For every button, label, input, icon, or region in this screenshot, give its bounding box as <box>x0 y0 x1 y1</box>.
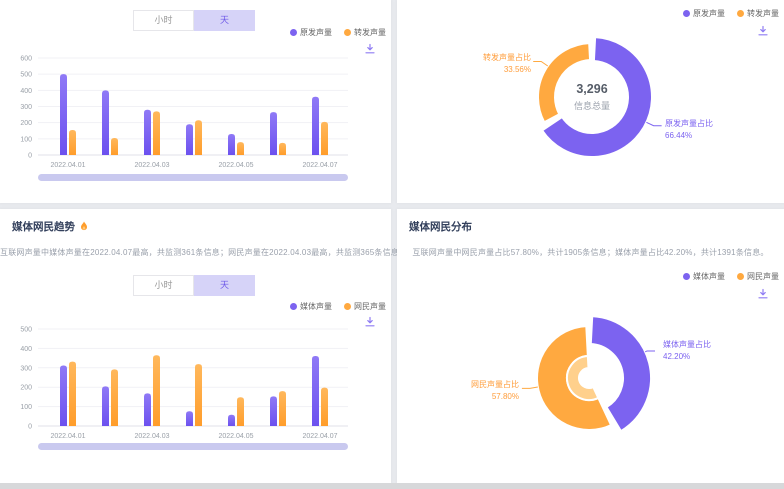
svg-text:400: 400 <box>20 346 32 353</box>
svg-text:2022.04.01: 2022.04.01 <box>50 162 85 169</box>
legend-marker-purple <box>290 29 297 36</box>
svg-text:400: 400 <box>20 88 32 95</box>
svg-text:2022.04.03: 2022.04.03 <box>134 433 169 440</box>
legend-marker-purple <box>683 273 690 280</box>
svg-text:2022.04.03: 2022.04.03 <box>134 162 169 169</box>
legend-bottom-right: 媒体声量 网民声量 <box>683 271 779 282</box>
svg-text:100: 100 <box>20 404 32 411</box>
legend-label: 转发声量 <box>747 9 779 18</box>
toggle-hour-button[interactable]: 小时 <box>133 10 194 31</box>
pie-label-value: 57.80% <box>491 392 519 401</box>
legend-label: 媒体声量 <box>300 302 332 311</box>
pie-label-repost-share: 转发声量占比 33.56% <box>437 52 531 75</box>
svg-text:300: 300 <box>20 104 32 111</box>
time-granularity-toggle: 小时 天 <box>133 10 255 31</box>
legend-item-repost-volume[interactable]: 转发声量 <box>737 8 779 19</box>
download-icon[interactable] <box>364 42 376 54</box>
bar-chart-trend-bottom[interactable]: 0 100 200 300 400 500 2022.04.01 2022.04.03 2022… <box>0 321 391 446</box>
svg-text:200: 200 <box>20 385 32 392</box>
panel-description: 互联网声量中网民声量占比57.80%，共计1905条信息；媒体声量占比42.20… <box>412 248 769 257</box>
legend-marker-orange <box>737 273 744 280</box>
svg-text:200: 200 <box>20 120 32 127</box>
legend-marker-orange <box>344 29 351 36</box>
panel-title: 媒体网民趋势 <box>12 219 89 234</box>
svg-text:0: 0 <box>28 424 32 431</box>
pie-label-value: 66.44% <box>665 131 693 140</box>
svg-text:100: 100 <box>20 136 32 143</box>
svg-text:500: 500 <box>20 72 32 79</box>
pie-label-title: 原发声量占比 <box>665 119 713 128</box>
pie-label-title: 网民声量占比 <box>471 380 519 389</box>
panel-description: 互联网声量中媒体声量在2022.04.07最高，共监测361条信息；网民声量在2… <box>0 248 408 257</box>
pie-label-original-share: 原发声量占比 66.44% <box>665 118 713 141</box>
pie-label-netizen-share: 网民声量占比 57.80% <box>427 379 519 402</box>
panel-title: 媒体网民分布 <box>409 219 472 234</box>
legend-marker-purple <box>683 10 690 17</box>
legend-label: 转发声量 <box>354 28 386 37</box>
legend-label: 原发声量 <box>300 28 332 37</box>
pie-label-media-share: 媒体声量占比 42.20% <box>663 339 711 362</box>
data-zoom-slider[interactable] <box>38 443 348 450</box>
legend-item-netizen-volume[interactable]: 网民声量 <box>737 271 779 282</box>
donut-chart-top[interactable] <box>452 15 782 195</box>
legend-item-media-volume[interactable]: 媒体声量 <box>290 301 332 312</box>
legend-marker-orange <box>344 303 351 310</box>
legend-label: 原发声量 <box>693 9 725 18</box>
legend-item-repost-volume[interactable]: 转发声量 <box>344 27 386 38</box>
total-label: 信息总量 <box>573 101 610 111</box>
time-granularity-toggle: 小时 天 <box>133 275 255 296</box>
panel-trend-top: 小时 天 原发声量 转发声量 0 100 200 300 400 500 600 2022.0… <box>0 0 391 203</box>
panel-title-text: 媒体网民趋势 <box>12 221 75 233</box>
panel-media-netizen-trend: 媒体网民趋势 互联网声量中媒体声量在2022.04.07最高，共监测361条信息… <box>0 209 408 483</box>
svg-text:2022.04.07: 2022.04.07 <box>302 162 337 169</box>
bar-chart-trend-top[interactable]: 0 100 200 300 400 500 600 2022.04.01 2022.04.03 2… <box>0 50 391 175</box>
panel-title-text: 媒体网民分布 <box>409 221 472 233</box>
pie-label-value: 33.56% <box>503 65 531 74</box>
legend-marker-purple <box>290 303 297 310</box>
hot-icon <box>81 221 87 231</box>
legend-top-right: 原发声量 转发声量 <box>683 8 779 19</box>
toggle-day-button[interactable]: 天 <box>194 10 255 31</box>
svg-text:2022.04.07: 2022.04.07 <box>302 433 337 440</box>
toggle-day-button[interactable]: 天 <box>194 275 255 296</box>
donut-center-summary: 3,296 信息总量 <box>547 82 637 112</box>
legend-top-left: 原发声量 转发声量 <box>290 27 386 38</box>
toggle-hour-button[interactable]: 小时 <box>133 275 194 296</box>
data-zoom-slider[interactable] <box>38 174 348 181</box>
svg-text:600: 600 <box>20 56 32 63</box>
legend-label: 媒体声量 <box>693 272 725 281</box>
donut-chart-bottom[interactable] <box>452 299 782 479</box>
legend-item-original-volume[interactable]: 原发声量 <box>290 27 332 38</box>
legend-item-netizen-volume[interactable]: 网民声量 <box>344 301 386 312</box>
legend-label: 网民声量 <box>747 272 779 281</box>
svg-text:2022.04.05: 2022.04.05 <box>218 433 253 440</box>
pie-label-title: 媒体声量占比 <box>663 340 711 349</box>
download-icon[interactable] <box>757 24 769 36</box>
download-icon[interactable] <box>757 287 769 299</box>
horizontal-scrollbar[interactable] <box>0 483 784 489</box>
pie-label-title: 转发声量占比 <box>483 53 531 62</box>
svg-text:2022.04.01: 2022.04.01 <box>50 433 85 440</box>
legend-item-original-volume[interactable]: 原发声量 <box>683 8 725 19</box>
legend-item-media-volume[interactable]: 媒体声量 <box>683 271 725 282</box>
svg-text:0: 0 <box>28 153 32 160</box>
pie-label-value: 42.20% <box>663 352 691 361</box>
legend-label: 网民声量 <box>354 302 386 311</box>
download-icon[interactable] <box>364 315 376 327</box>
total-value: 3,296 <box>576 82 608 96</box>
panel-media-netizen-distribution: 媒体网民分布 互联网声量中网民声量占比57.80%，共计1905条信息；媒体声量… <box>397 209 784 483</box>
legend-marker-orange <box>737 10 744 17</box>
svg-text:500: 500 <box>20 327 32 334</box>
panel-distribution-top: 原发声量 转发声量 3,296 信息总量 转发声量占比 33.56% 原发声量占… <box>397 0 784 203</box>
legend-bottom-left: 媒体声量 网民声量 <box>290 301 386 312</box>
svg-text:300: 300 <box>20 365 32 372</box>
svg-text:2022.04.05: 2022.04.05 <box>218 162 253 169</box>
